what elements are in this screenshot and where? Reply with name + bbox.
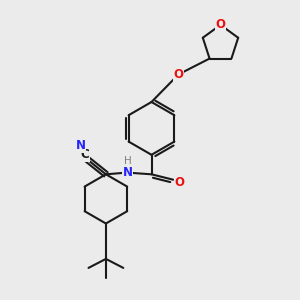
- Text: C: C: [80, 148, 89, 161]
- Text: O: O: [173, 68, 184, 81]
- Text: N: N: [75, 139, 85, 152]
- Text: H: H: [124, 156, 131, 167]
- Text: O: O: [215, 18, 226, 32]
- Text: N: N: [122, 166, 133, 179]
- Text: O: O: [175, 176, 185, 189]
